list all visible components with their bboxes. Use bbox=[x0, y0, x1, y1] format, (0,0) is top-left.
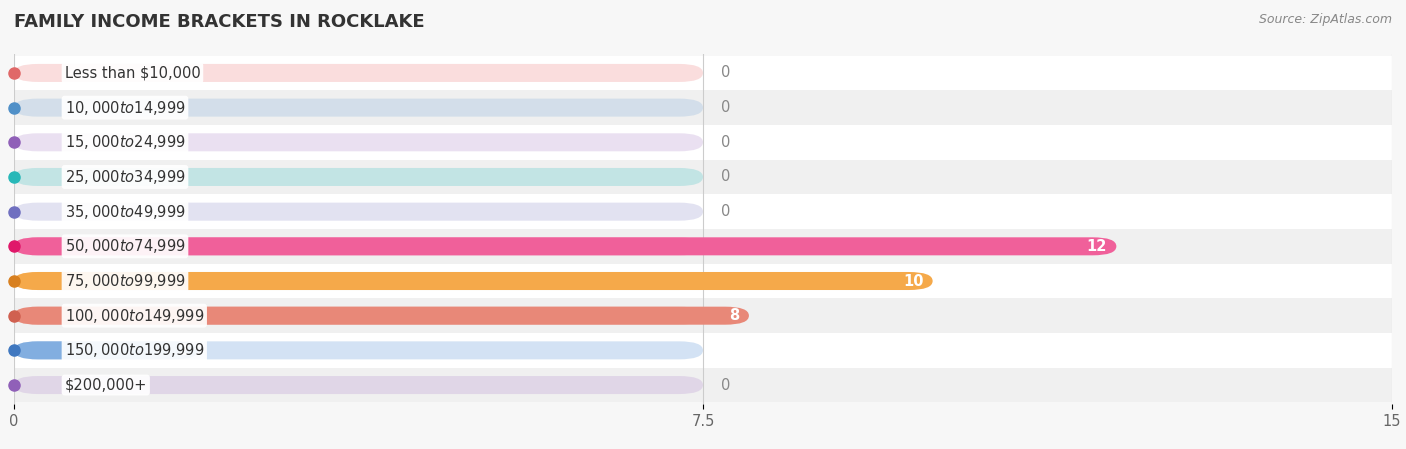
Bar bbox=[14, 298, 1392, 333]
Text: FAMILY INCOME BRACKETS IN ROCKLAKE: FAMILY INCOME BRACKETS IN ROCKLAKE bbox=[14, 13, 425, 31]
FancyBboxPatch shape bbox=[14, 64, 703, 82]
Text: 8: 8 bbox=[730, 308, 740, 323]
FancyBboxPatch shape bbox=[14, 307, 703, 325]
Text: 0: 0 bbox=[721, 378, 731, 392]
Text: 10: 10 bbox=[903, 273, 924, 289]
Text: $25,000 to $34,999: $25,000 to $34,999 bbox=[65, 168, 186, 186]
Text: $10,000 to $14,999: $10,000 to $14,999 bbox=[65, 99, 186, 117]
FancyBboxPatch shape bbox=[14, 238, 703, 255]
FancyBboxPatch shape bbox=[14, 307, 749, 325]
Text: $15,000 to $24,999: $15,000 to $24,999 bbox=[65, 133, 186, 151]
FancyBboxPatch shape bbox=[14, 202, 703, 220]
Text: Less than $10,000: Less than $10,000 bbox=[65, 66, 200, 80]
Bar bbox=[14, 333, 1392, 368]
Bar bbox=[14, 125, 1392, 160]
Text: $50,000 to $74,999: $50,000 to $74,999 bbox=[65, 238, 186, 255]
Text: 0: 0 bbox=[721, 204, 731, 219]
Bar bbox=[14, 194, 1392, 229]
Text: 0: 0 bbox=[721, 169, 731, 185]
Text: $150,000 to $199,999: $150,000 to $199,999 bbox=[65, 341, 204, 359]
FancyBboxPatch shape bbox=[14, 99, 703, 117]
Text: 2: 2 bbox=[179, 343, 188, 358]
Text: $35,000 to $49,999: $35,000 to $49,999 bbox=[65, 202, 186, 220]
FancyBboxPatch shape bbox=[14, 133, 703, 151]
Text: 12: 12 bbox=[1087, 239, 1107, 254]
Bar bbox=[14, 90, 1392, 125]
Text: $200,000+: $200,000+ bbox=[65, 378, 148, 392]
Text: Source: ZipAtlas.com: Source: ZipAtlas.com bbox=[1258, 13, 1392, 26]
Text: $100,000 to $149,999: $100,000 to $149,999 bbox=[65, 307, 204, 325]
FancyBboxPatch shape bbox=[14, 272, 932, 290]
FancyBboxPatch shape bbox=[14, 341, 703, 359]
FancyBboxPatch shape bbox=[14, 376, 703, 394]
Text: 0: 0 bbox=[721, 135, 731, 150]
Bar bbox=[14, 264, 1392, 298]
FancyBboxPatch shape bbox=[14, 238, 1116, 255]
Bar bbox=[14, 229, 1392, 264]
Bar bbox=[14, 56, 1392, 90]
FancyBboxPatch shape bbox=[14, 272, 703, 290]
Text: $75,000 to $99,999: $75,000 to $99,999 bbox=[65, 272, 186, 290]
FancyBboxPatch shape bbox=[14, 168, 703, 186]
Bar bbox=[14, 368, 1392, 402]
FancyBboxPatch shape bbox=[14, 341, 198, 359]
Bar bbox=[14, 160, 1392, 194]
Text: 0: 0 bbox=[721, 66, 731, 80]
Text: 0: 0 bbox=[721, 100, 731, 115]
